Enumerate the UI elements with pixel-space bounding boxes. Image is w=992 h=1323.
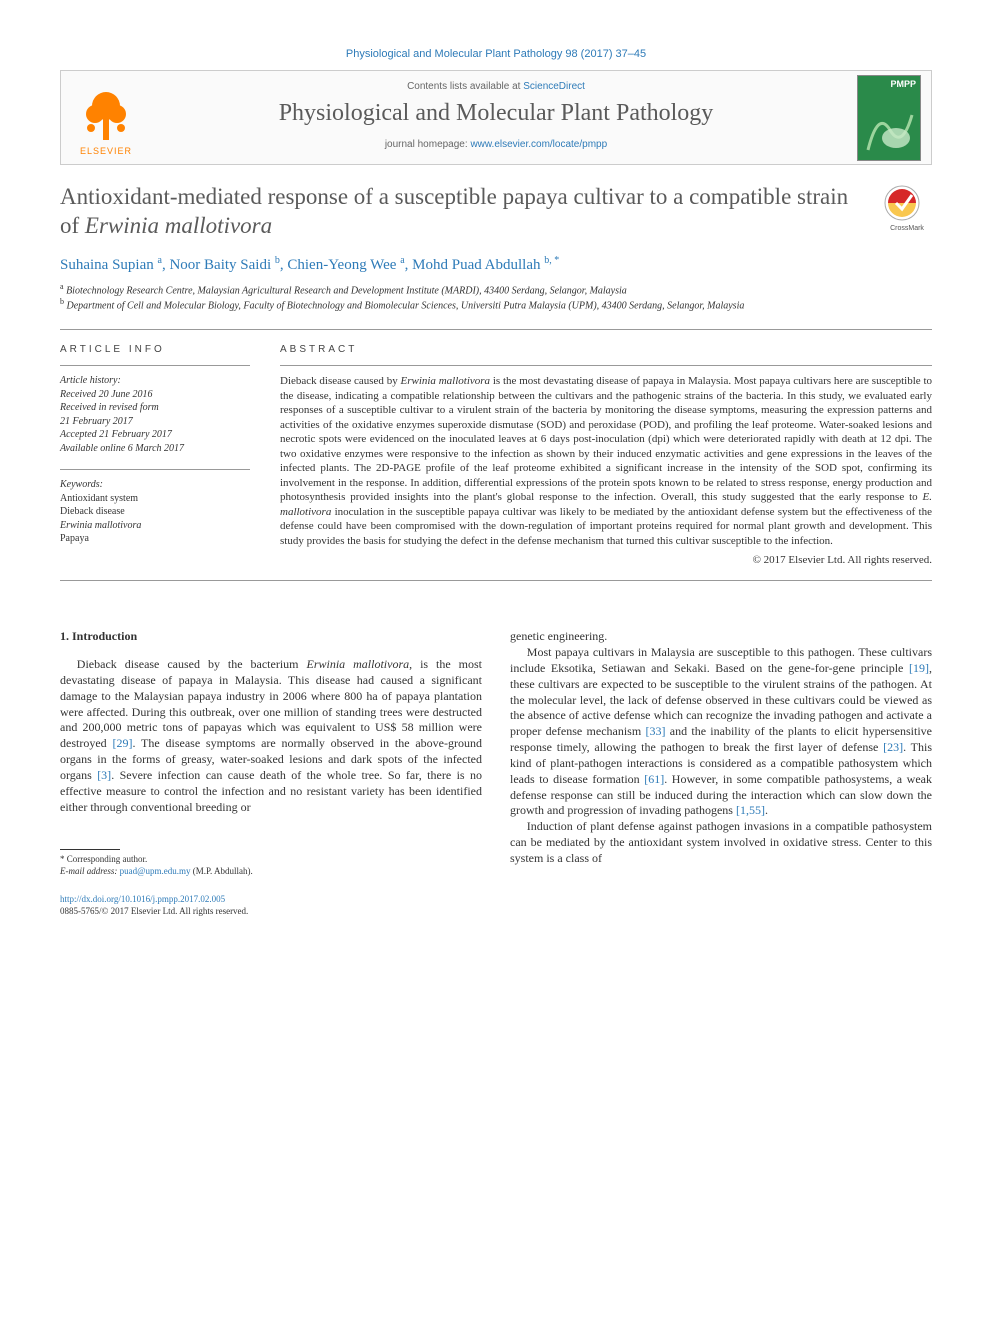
section-heading-introduction: 1. Introduction	[60, 629, 482, 645]
intro-paragraph-3: Induction of plant defense against patho…	[510, 819, 932, 866]
keywords-block: Keywords: Antioxidant systemDieback dise…	[60, 478, 250, 546]
corresponding-email-link[interactable]: puad@upm.edu.my	[120, 866, 191, 876]
doi-issn-footer: http://dx.doi.org/10.1016/j.pmpp.2017.02…	[60, 894, 482, 917]
journal-homepage-line: journal homepage: www.elsevier.com/locat…	[153, 139, 839, 150]
journal-cover-thumbnail: PMPP	[857, 75, 921, 161]
svg-text:ELSEVIER: ELSEVIER	[80, 146, 132, 156]
abstract-heading: ABSTRACT	[280, 344, 932, 355]
citation-line: Physiological and Molecular Plant Pathol…	[60, 48, 932, 60]
article-info-heading: ARTICLE INFO	[60, 344, 250, 355]
doi-link[interactable]: http://dx.doi.org/10.1016/j.pmpp.2017.02…	[60, 894, 225, 904]
article-title: Antioxidant-mediated response of a susce…	[60, 183, 862, 241]
affiliations-block: a Biotechnology Research Centre, Malaysi…	[60, 282, 932, 314]
crossmark-badge[interactable]: CrossMark	[882, 183, 932, 233]
elsevier-logo: ELSEVIER	[71, 78, 141, 158]
journal-name: Physiological and Molecular Plant Pathol…	[153, 100, 839, 127]
intro-paragraph-1: Dieback disease caused by the bacterium …	[60, 657, 482, 815]
body-column-right: genetic engineering. Most papaya cultiva…	[510, 629, 932, 917]
email-footnote: E-mail address: puad@upm.edu.my (M.P. Ab…	[60, 866, 482, 878]
article-history: Article history: Received 20 June 2016Re…	[60, 374, 250, 455]
journal-header-box: ELSEVIER PMPP Contents lists available a…	[60, 70, 932, 165]
abstract-text: Dieback disease caused by Erwinia mallot…	[280, 374, 932, 548]
journal-homepage-link[interactable]: www.elsevier.com/locate/pmpp	[470, 139, 607, 150]
body-column-left: 1. Introduction Dieback disease caused b…	[60, 629, 482, 917]
svg-text:CrossMark: CrossMark	[890, 225, 924, 232]
authors-line: Suhaina Supian a, Noor Baity Saidi b, Ch…	[60, 255, 932, 274]
sciencedirect-link[interactable]: ScienceDirect	[523, 81, 585, 92]
corresponding-author-footnote: * Corresponding author.	[60, 854, 482, 866]
abstract-copyright: © 2017 Elsevier Ltd. All rights reserved…	[280, 554, 932, 566]
intro-continuation: genetic engineering.	[510, 629, 932, 645]
intro-paragraph-2: Most papaya cultivars in Malaysia are su…	[510, 645, 932, 819]
contents-available-line: Contents lists available at ScienceDirec…	[153, 81, 839, 92]
